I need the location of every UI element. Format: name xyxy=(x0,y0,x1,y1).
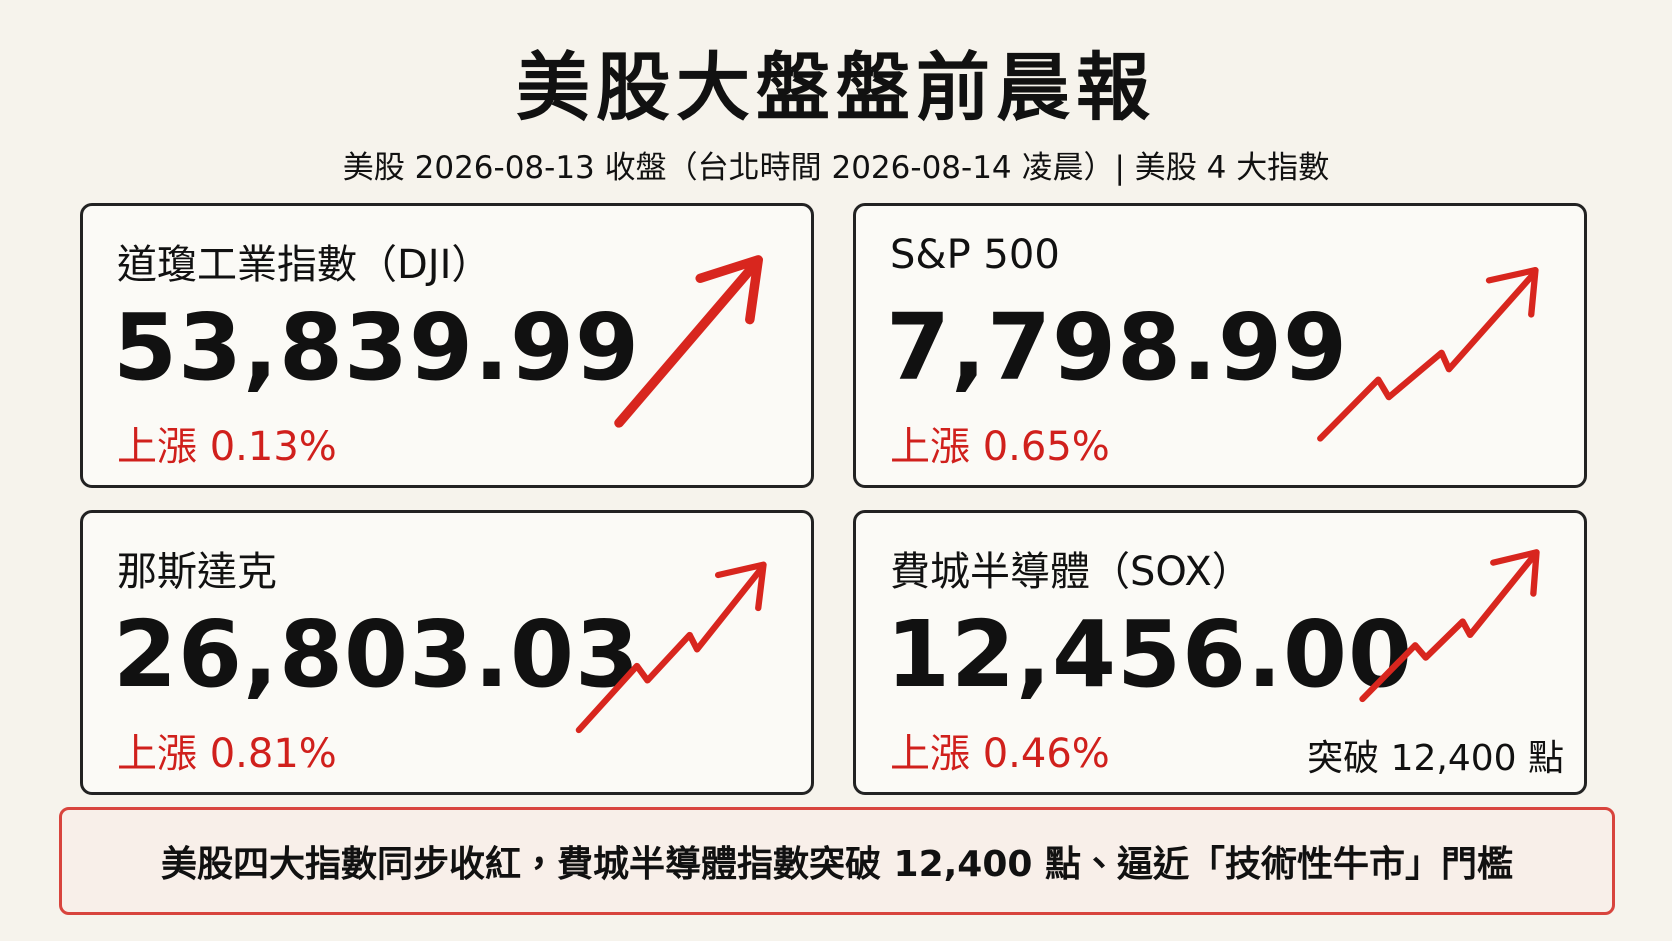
index-name: 那斯達克 xyxy=(117,549,277,595)
index-card: 道瓊工業指數（DJI） 53,839.99 上漲 0.13% xyxy=(80,203,814,488)
index-card: S&P 500 7,798.99 上漲 0.65% xyxy=(853,203,1587,488)
index-value: 53,839.99 xyxy=(113,294,640,401)
index-value: 7,798.99 xyxy=(886,294,1348,401)
index-value: 26,803.03 xyxy=(113,601,640,708)
index-value: 12,456.00 xyxy=(886,601,1413,708)
index-name: 道瓊工業指數（DJI） xyxy=(117,242,492,288)
index-name: 費城半導體（SOX） xyxy=(890,549,1252,595)
summary-banner: 美股四大指數同步收紅，費城半導體指數突破 12,400 點、逼近「技術性牛市」門… xyxy=(59,807,1615,915)
index-change: 上漲 0.46% xyxy=(890,731,1110,777)
arrow xyxy=(575,561,767,734)
summary-text: 美股四大指數同步收紅，費城半導體指數突破 12,400 點、逼近「技術性牛市」門… xyxy=(161,844,1513,885)
arrow xyxy=(1359,549,1540,703)
index-card: 那斯達克 26,803.03 上漲 0.81% xyxy=(80,510,814,795)
index-change: 上漲 0.65% xyxy=(890,424,1110,470)
title: 美股大盤盤前晨報 xyxy=(516,45,1156,131)
index-change: 上漲 0.81% xyxy=(117,731,337,777)
subtitle: 美股 2026-08-13 收盤（台北時間 2026-08-14 凌晨）| 美股… xyxy=(342,150,1330,186)
index-card: 費城半導體（SOX） 12,456.00 上漲 0.46% 突破 12,400 … xyxy=(853,510,1587,795)
index-name: S&P 500 xyxy=(890,232,1060,278)
index-note: 突破 12,400 點 xyxy=(1307,738,1564,779)
arrow xyxy=(1317,266,1539,442)
arrow xyxy=(614,255,763,428)
index-change: 上漲 0.13% xyxy=(117,424,337,470)
